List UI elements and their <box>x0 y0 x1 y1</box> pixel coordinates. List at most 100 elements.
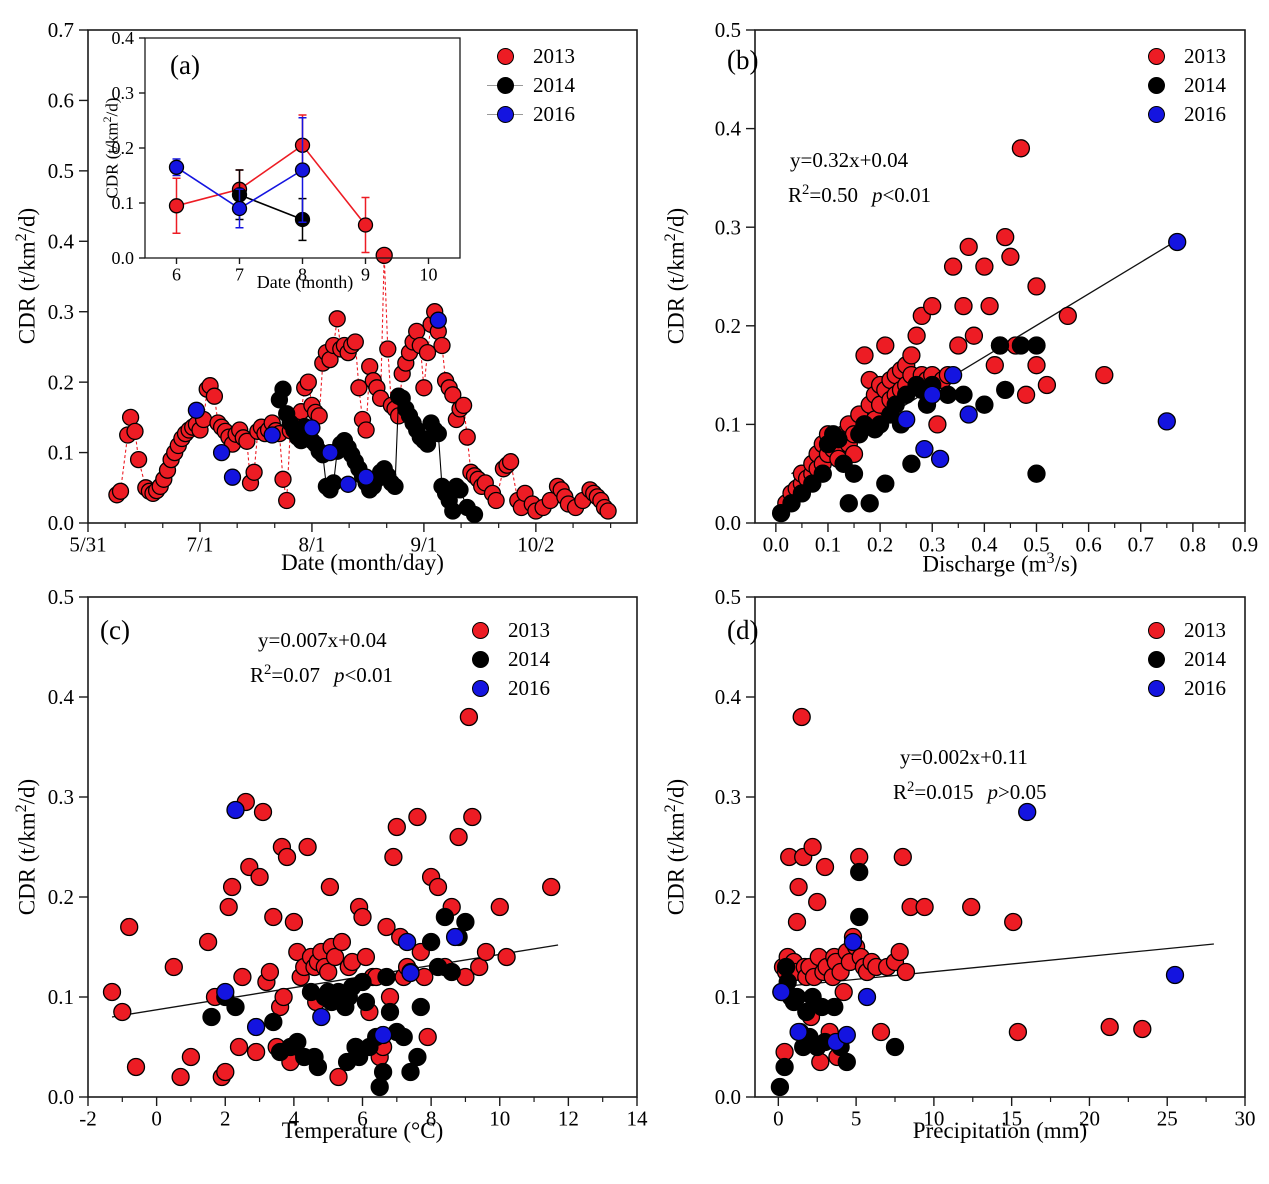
svg-text:9/1: 9/1 <box>410 532 437 556</box>
svg-text:0.1: 0.1 <box>815 532 841 556</box>
svg-text:0.3: 0.3 <box>715 785 741 809</box>
legend-item-2016: 2016 <box>1138 674 1226 703</box>
panel-b-stats: R2=0.50 p<0.01 <box>788 182 931 208</box>
legend-marker-2014 <box>487 77 523 94</box>
svg-text:0.4: 0.4 <box>715 117 742 141</box>
svg-text:8/1: 8/1 <box>299 532 326 556</box>
svg-text:10: 10 <box>489 1106 510 1130</box>
legend-item-2013: 2013 <box>462 616 550 645</box>
svg-text:5: 5 <box>851 1106 862 1130</box>
svg-text:-2: -2 <box>79 1106 97 1130</box>
svg-text:2: 2 <box>220 1106 231 1130</box>
x-axis-label-c: Temperature (°C) <box>281 1118 444 1143</box>
svg-text:10: 10 <box>923 1106 944 1130</box>
svg-text:0.0: 0.0 <box>715 1085 741 1109</box>
legend-item-2014: 2014 <box>1138 71 1226 100</box>
svg-text:14: 14 <box>627 1106 649 1130</box>
svg-text:0.4: 0.4 <box>112 28 135 48</box>
x-axis-label-a: Date (month/day) <box>281 550 444 575</box>
svg-text:0.4: 0.4 <box>48 685 75 709</box>
legend-marker-2016 <box>487 106 523 123</box>
svg-text:0.7: 0.7 <box>48 18 74 42</box>
panel-b-pvalue: p<0.01 <box>871 183 932 207</box>
panel-d-equation: y=0.002x+0.11 <box>900 745 1028 769</box>
legend-marker-2014 <box>462 651 498 668</box>
legend-item-2014: 2014 <box>487 71 575 100</box>
svg-text:0.6: 0.6 <box>1075 532 1101 556</box>
panel-b-r2: R2=0.50 <box>788 182 858 207</box>
panel-d-pvalue: p>0.05 <box>987 780 1047 804</box>
svg-text:8: 8 <box>426 1106 437 1130</box>
svg-text:0.4: 0.4 <box>715 685 742 709</box>
panel-a-letter: (a) <box>170 50 200 80</box>
svg-text:0.4: 0.4 <box>48 229 75 253</box>
legend-marker-2016 <box>462 680 498 697</box>
panel-d-r2: R2=0.015 <box>893 779 974 804</box>
svg-text:0.5: 0.5 <box>48 159 74 183</box>
svg-text:8: 8 <box>298 265 307 285</box>
svg-text:0.1: 0.1 <box>48 985 74 1009</box>
svg-text:30: 30 <box>1235 1106 1256 1130</box>
svg-text:7: 7 <box>235 265 244 285</box>
svg-text:12: 12 <box>558 1106 579 1130</box>
svg-text:0.3: 0.3 <box>715 215 741 239</box>
inset-y-axis-label: CDR (t/km2/d) <box>100 97 122 199</box>
y-axis-label-d: CDR (t/km2/d) <box>662 778 689 916</box>
svg-text:6: 6 <box>172 265 181 285</box>
svg-text:15: 15 <box>1001 1106 1022 1130</box>
svg-text:4: 4 <box>289 1106 300 1130</box>
legend-item-2014: 2014 <box>1138 645 1226 674</box>
svg-text:0.1: 0.1 <box>112 193 135 213</box>
panel-c-equation: y=0.007x+0.04 <box>258 628 387 652</box>
svg-text:0: 0 <box>773 1106 784 1130</box>
legend-marker-2013 <box>487 48 523 65</box>
x-axis-label-d: Precipitation (mm) <box>912 1118 1088 1143</box>
svg-text:0.3: 0.3 <box>48 785 74 809</box>
inset-x-axis-label: Date (month) <box>256 272 354 292</box>
svg-text:0.7: 0.7 <box>1128 532 1154 556</box>
svg-text:0.2: 0.2 <box>112 138 135 158</box>
legend-marker-2014 <box>1138 77 1174 94</box>
svg-text:0.2: 0.2 <box>48 885 74 909</box>
x-axis-label-b: Discharge (m3/s) <box>922 550 1078 577</box>
svg-text:0.1: 0.1 <box>715 413 741 437</box>
legend-item-2013: 2013 <box>487 42 575 71</box>
panel-c-letter: (c) <box>100 615 130 645</box>
panel-d-stats: R2=0.015 p>0.05 <box>893 779 1047 805</box>
svg-text:0.5: 0.5 <box>1023 532 1049 556</box>
svg-text:0.6: 0.6 <box>48 89 74 113</box>
svg-text:0.1: 0.1 <box>715 985 741 1009</box>
svg-text:6: 6 <box>357 1106 368 1130</box>
y-axis-label-c: CDR (t/km2/d) <box>13 778 40 916</box>
legend-item-2016: 2016 <box>1138 100 1226 129</box>
svg-text:0.1: 0.1 <box>48 441 74 465</box>
svg-text:20: 20 <box>1079 1106 1100 1130</box>
panel-b-letter: (b) <box>727 45 759 75</box>
legend-marker-2016 <box>1138 106 1174 123</box>
panel-b-equation: y=0.32x+0.04 <box>790 148 909 172</box>
panel-d-letter: (d) <box>727 615 759 645</box>
svg-text:0.3: 0.3 <box>919 532 945 556</box>
svg-text:0.3: 0.3 <box>112 83 135 103</box>
svg-text:5/31: 5/31 <box>69 532 106 556</box>
panel-c-pvalue: p<0.01 <box>333 663 394 687</box>
y-axis-label-a: CDR (t/km2/d) <box>13 207 40 345</box>
legend-panel-a: 2013 2014 2016 <box>487 42 575 129</box>
legend-marker-2013 <box>462 622 498 639</box>
panel-c-stats: R2=0.07 p<0.01 <box>250 662 393 688</box>
svg-text:0.0: 0.0 <box>112 248 135 268</box>
legend-item-2016: 2016 <box>462 674 550 703</box>
svg-text:0: 0 <box>151 1106 162 1130</box>
svg-text:10/2: 10/2 <box>517 532 554 556</box>
legend-marker-2013 <box>1138 622 1174 639</box>
svg-text:0.0: 0.0 <box>48 1085 74 1109</box>
svg-text:0.8: 0.8 <box>1180 532 1206 556</box>
svg-text:10: 10 <box>420 265 438 285</box>
legend-marker-2016 <box>1138 680 1174 697</box>
legend-item-2016: 2016 <box>487 100 575 129</box>
legend-item-2013: 2013 <box>1138 616 1226 645</box>
svg-text:9: 9 <box>361 265 370 285</box>
svg-text:0.5: 0.5 <box>715 18 741 42</box>
